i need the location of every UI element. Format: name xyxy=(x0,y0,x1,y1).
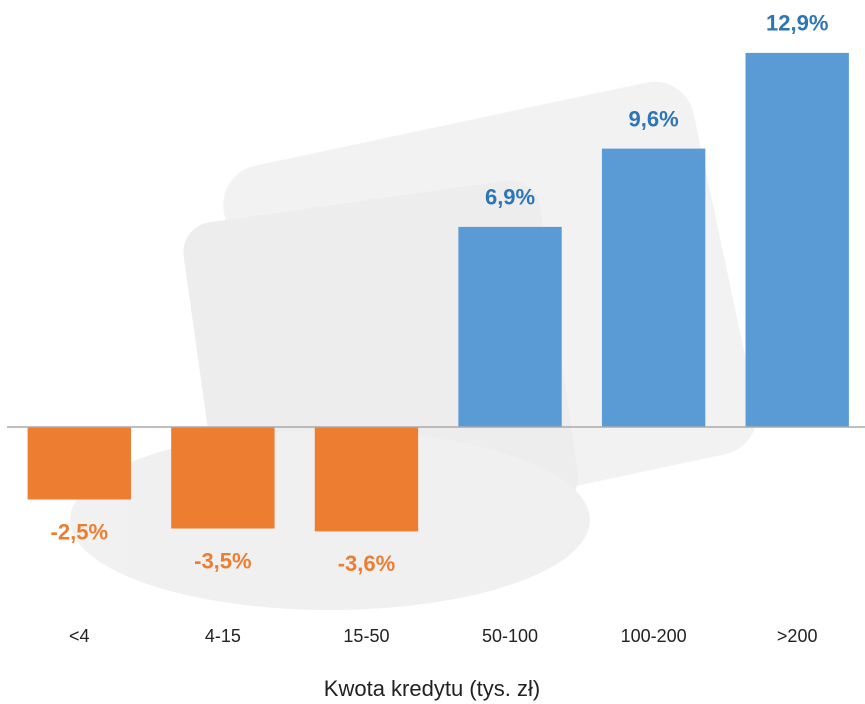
bar xyxy=(171,427,275,529)
data-label: -2,5% xyxy=(51,519,108,544)
bar xyxy=(314,427,419,532)
x-tick-label: <4 xyxy=(69,626,90,646)
x-tick-label: 100-200 xyxy=(621,626,687,646)
x-tick-label: 15-50 xyxy=(343,626,389,646)
data-label: 9,6% xyxy=(629,106,679,131)
data-label: -3,6% xyxy=(338,551,395,576)
bar xyxy=(27,427,131,500)
x-tick-label: 50-100 xyxy=(482,626,538,646)
data-label: -3,5% xyxy=(194,548,251,573)
x-tick-label: 4-15 xyxy=(205,626,241,646)
x-tick-label: >200 xyxy=(777,626,818,646)
x-axis-label: Kwota kredytu (tys. zł) xyxy=(324,676,540,701)
data-label: 6,9% xyxy=(485,185,535,210)
bar xyxy=(745,52,849,428)
data-label: 12,9% xyxy=(766,11,828,36)
bar xyxy=(458,226,562,427)
bar xyxy=(601,148,706,427)
